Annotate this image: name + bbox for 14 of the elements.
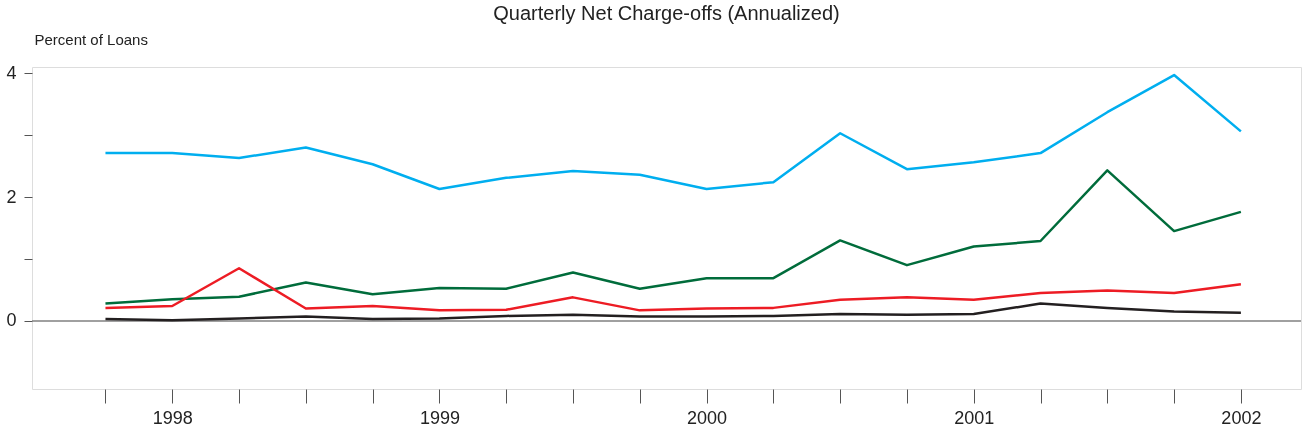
x-tick-label: 2001 (954, 407, 995, 428)
chart-title: Quarterly Net Charge-offs (Annualized) (493, 2, 840, 24)
line-series (104, 169, 1243, 305)
y-tick-label: 2 (6, 186, 17, 207)
x-tick-label: 2002 (1221, 407, 1262, 428)
line-series (104, 73, 1243, 191)
x-tick-label: 1999 (419, 407, 460, 428)
y-tick-label: 0 (6, 310, 17, 331)
line-series (104, 302, 1243, 322)
y-tick-label: 4 (6, 62, 17, 83)
x-tick-label: 1998 (152, 407, 193, 428)
x-tick-label: 2000 (687, 407, 728, 428)
line-series (104, 267, 1243, 312)
y-axis-title: Percent of Loans (34, 30, 148, 48)
